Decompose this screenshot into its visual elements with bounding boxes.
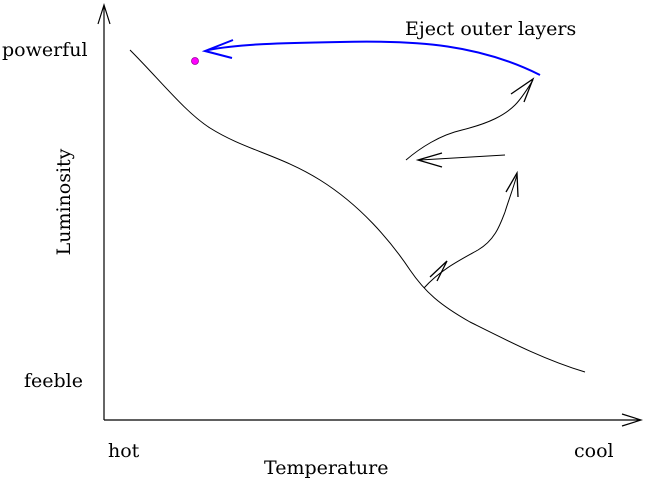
x-axis-arrowhead (621, 413, 643, 427)
ejection-arrowhead (201, 39, 234, 59)
x-left-label: hot (108, 440, 140, 462)
track-arrowhead-lower-1 (429, 260, 448, 282)
y-axis-arrowhead (97, 3, 111, 25)
eject-annotation: Eject outer layers (405, 18, 576, 40)
evolution-track (405, 77, 535, 289)
ejection-arrow-curve (207, 40, 541, 76)
y-axis-title: Luminosity (53, 148, 75, 255)
y-top-label: powerful (2, 39, 88, 61)
track-arrowhead-left (415, 152, 443, 168)
track-segment-left (419, 154, 506, 161)
x-axis-title: Temperature (264, 457, 388, 479)
track-arrowhead-lower-2 (505, 170, 519, 198)
main-sequence-curve (129, 49, 586, 373)
track-arrowhead-upper (510, 77, 535, 103)
track-segment-upper (405, 79, 534, 161)
axes (97, 3, 643, 427)
ejection-arrow (201, 39, 541, 76)
y-bottom-label: feeble (24, 370, 83, 392)
track-segment-lower (423, 174, 518, 289)
x-right-label: cool (574, 440, 614, 462)
remnant-dot (191, 57, 199, 65)
